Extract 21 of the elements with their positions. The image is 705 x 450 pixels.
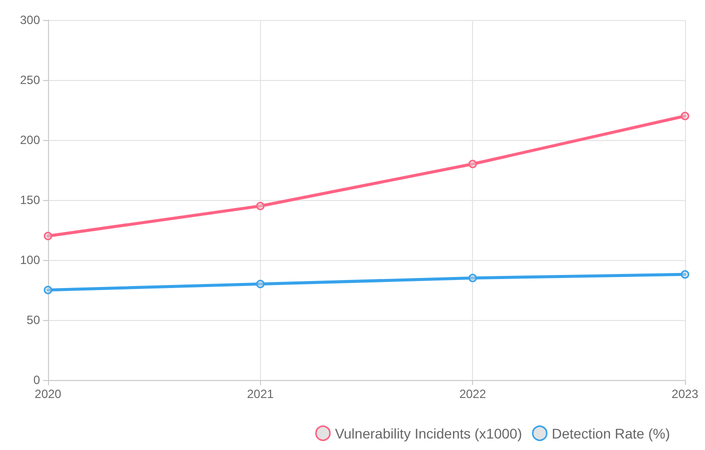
point (468, 160, 477, 168)
x-tick-label: 2023 (672, 387, 699, 401)
y-tick-label: 150 (20, 193, 40, 207)
point (44, 286, 52, 294)
point (680, 270, 690, 279)
point (256, 280, 265, 288)
legend-label: Vulnerability Incidents (x1000) (334, 425, 522, 442)
y-tick-label: 300 (20, 13, 40, 27)
point (44, 232, 52, 240)
x-tick-label: 2021 (246, 387, 274, 401)
x-tick-label: 2022 (459, 387, 486, 401)
x-tick-label: 2020 (34, 387, 62, 401)
y-tick-label: 200 (20, 133, 40, 147)
y-tick-label: 50 (26, 313, 40, 327)
point (468, 274, 477, 282)
y-tick-label: 100 (20, 253, 40, 267)
point (256, 202, 265, 210)
legend-label: Detection Rate (%) (552, 425, 670, 442)
point (680, 112, 690, 120)
y-tick-label: 0 (33, 373, 40, 387)
y-tick-label: 250 (20, 73, 40, 87)
